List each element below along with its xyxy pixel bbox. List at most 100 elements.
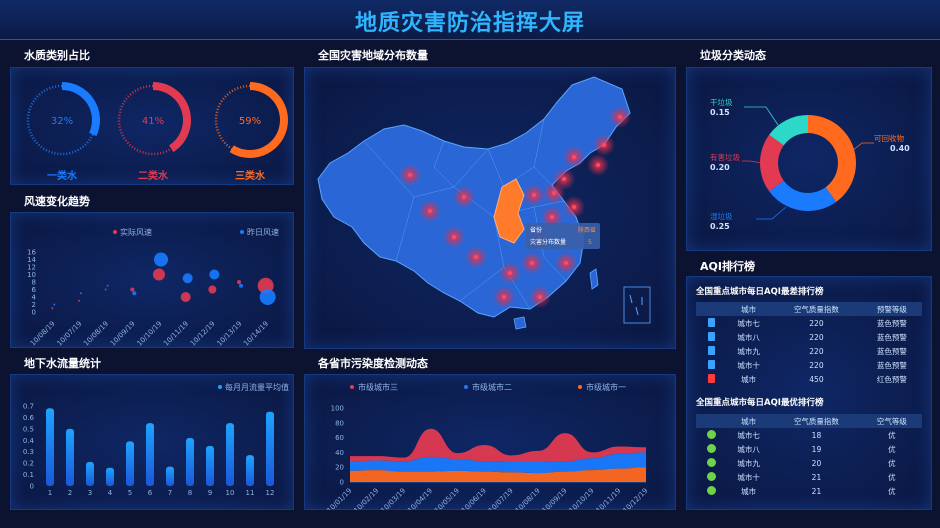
level-cell: 优: [888, 486, 896, 496]
y-tick-label: 40: [335, 449, 344, 457]
legend-label-monthly: 每月月流量平均值: [225, 382, 289, 392]
legend-label-yesterday: 昨日风速: [247, 227, 279, 237]
y-tick-label: 4: [32, 294, 37, 302]
y-tick-label: 14: [27, 256, 36, 264]
hotspot-center: [618, 115, 622, 119]
map-tooltip: 省份 陕西省 灾害分布数量 5: [526, 223, 600, 249]
level-cell: 蓝色预警: [876, 360, 907, 370]
garbage-value-label: 0.15: [710, 108, 730, 117]
south-sea-islands: [629, 294, 643, 316]
level-cell: 红色预警: [876, 374, 907, 384]
wind-scatter-point: [153, 268, 165, 281]
map-title: 全国灾害地域分布数量: [318, 49, 428, 62]
wind-speed-chart: 024681012141610/08/1910/07/1910/08/1910/…: [27, 227, 279, 348]
aqi-title: AQI排行榜: [700, 260, 755, 273]
aqi-best-title: 全国重点城市每日AQI最优排行榜: [696, 398, 824, 408]
wind-scatter-point: [53, 303, 56, 306]
aqi-best-table-wrap[interactable]: 城市 空气质量指数 空气等级 城市七 18 优 城市八 19 优 城市九 20 优 城市十 2…: [696, 414, 922, 502]
legend-swatch-city: [350, 385, 354, 389]
hotspot-center: [530, 261, 534, 265]
legend-swatch-yesterday: [240, 230, 244, 234]
rank-circle-icon: [706, 443, 716, 453]
hotspot-center: [474, 255, 478, 259]
y-tick-label: 80: [335, 419, 344, 427]
y-tick-label: 100: [331, 405, 344, 413]
hotspot-center: [408, 173, 412, 177]
table-row: 城市 21 优: [696, 484, 922, 498]
x-tick-label: 10/03/19: [379, 487, 407, 510]
garbage-category-label: 可回收物: [874, 133, 904, 143]
garbage-value-label: 0.25: [710, 222, 730, 231]
x-tick-label: 10/08/19: [82, 320, 110, 348]
x-tick-label: 10: [226, 489, 235, 497]
level-cell: 优: [888, 430, 896, 440]
wind-scatter-point: [80, 292, 82, 295]
wind-scatter-point: [51, 307, 54, 310]
rank-circle-icon: [706, 485, 716, 495]
city-cell: 城市: [741, 486, 757, 496]
aqi-worst-title: 全国重点城市每日AQI最差排行榜: [696, 287, 824, 297]
rank-bookmark-icon: [707, 345, 715, 355]
hotspot-center: [562, 177, 566, 181]
pollution-area-series: [350, 452, 646, 474]
aqi-cell: 220: [809, 332, 824, 342]
y-tick-label: 0: [32, 309, 36, 317]
x-tick-label: 10/07/19: [56, 320, 84, 348]
tooltip-province-label: 省份: [530, 226, 542, 234]
groundwater-bar: [46, 408, 54, 486]
rank-bookmark-icon: [707, 373, 715, 383]
pollution-area-series: [350, 467, 646, 482]
table-row: 城市九 220 蓝色预警: [696, 344, 922, 358]
wind-scatter-point: [208, 285, 217, 294]
pollution-panel: [304, 374, 676, 510]
rank-circle-icon: [706, 429, 716, 439]
x-tick-label: 6: [148, 489, 153, 497]
aqi-cell: 220: [809, 318, 824, 328]
page-title: 地质灾害防治指挥大屏: [354, 11, 585, 36]
gauge-category-label: 二类水: [138, 169, 169, 182]
wind-speed-title: 风速变化趋势: [24, 195, 90, 208]
y-tick-label: 2: [32, 301, 36, 309]
aqi-cell: 20: [811, 458, 822, 468]
city-cell: 城市九: [737, 458, 760, 468]
worst-header-level: 预警等级: [861, 302, 922, 316]
y-tick-label: 0.6: [23, 414, 35, 422]
gauge-percent-label: 59%: [239, 116, 261, 127]
best-header-city: 城市: [726, 414, 772, 428]
aqi-cell: 18: [811, 430, 822, 440]
level-cell: 蓝色预警: [876, 318, 907, 328]
tooltip-province-value: 陕西省: [578, 226, 596, 234]
gauge-category-label: 三类水: [235, 169, 266, 182]
rank-bookmark-icon: [707, 359, 715, 369]
y-tick-label: 0.2: [23, 460, 34, 468]
x-tick-label: 10/04/19: [406, 487, 434, 510]
y-tick-label: 0.4: [23, 437, 35, 445]
garbage-title: 垃圾分类动态: [700, 49, 766, 62]
garbage-leader-line: [851, 142, 874, 152]
china-map[interactable]: 省份 陕西省 灾害分布数量 5: [304, 67, 676, 349]
table-row: 城市十 21 优: [696, 470, 922, 484]
shaanxi-highlight[interactable]: [493, 178, 525, 244]
hotspot-center: [502, 295, 506, 299]
tooltip-count-value: 5: [588, 239, 592, 246]
y-tick-label: 8: [32, 279, 36, 287]
x-tick-label: 10/06/19: [460, 487, 488, 510]
garbage-leader-line: [744, 106, 779, 126]
groundwater-bar: [206, 446, 214, 486]
wind-scatter-point: [237, 280, 241, 284]
x-tick-label: 10/05/19: [433, 487, 461, 510]
gauge-value-arc: [61, 82, 100, 137]
x-tick-label: 10/09/19: [541, 487, 569, 510]
x-tick-label: 7: [168, 489, 172, 497]
aqi-worst-table-wrap[interactable]: 城市 空气质量指数 预警等级 城市七 220 蓝色预警 城市八 220 蓝色预警 城市九…: [696, 302, 922, 388]
wind-scatter-point: [259, 289, 276, 305]
hotspot-center: [572, 205, 576, 209]
y-tick-label: 0: [30, 483, 34, 491]
groundwater-bar: [86, 462, 94, 486]
garbage-category-label: 湿垃圾: [710, 211, 733, 221]
city-cell: 城市十: [737, 472, 760, 482]
wind-speed-panel: [10, 212, 294, 348]
groundwater-bar: [166, 466, 174, 486]
south-sea-inset: [623, 286, 651, 324]
